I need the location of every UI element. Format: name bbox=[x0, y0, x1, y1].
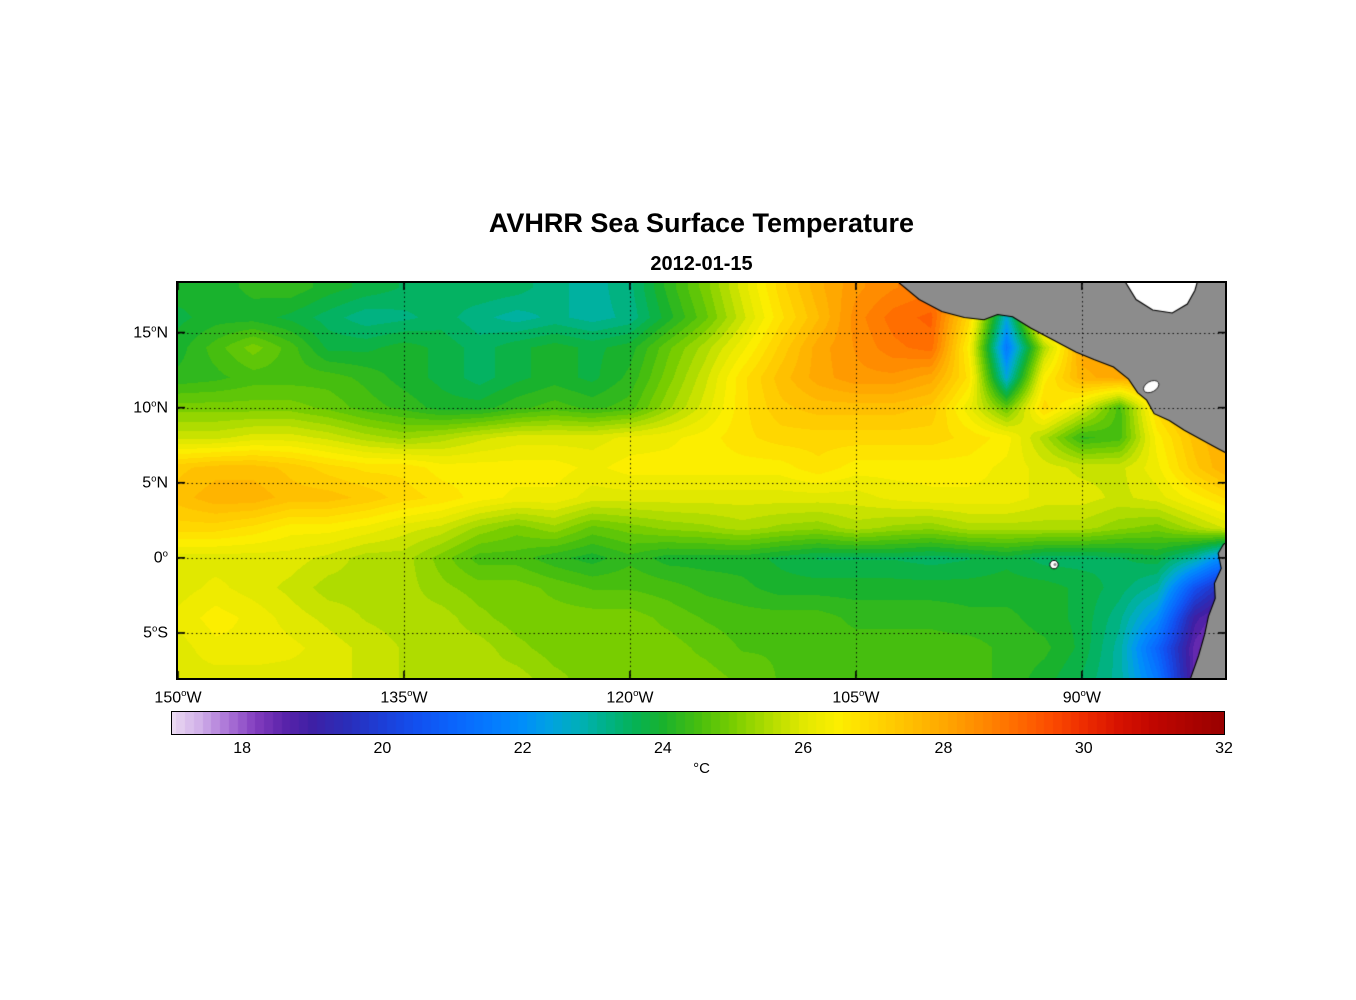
colorbar-tick-label: 20 bbox=[373, 740, 392, 757]
y-tick-label: 5oN bbox=[142, 473, 168, 492]
map-axes bbox=[176, 281, 1227, 680]
chart-title: AVHRR Sea Surface Temperature bbox=[488, 208, 915, 238]
colorbar-unit-label: °C bbox=[693, 760, 710, 777]
colorbar-canvas bbox=[172, 712, 1224, 734]
colorbar-tick-label: 26 bbox=[794, 740, 813, 757]
x-tick-label: 120oW bbox=[606, 688, 654, 707]
colorbar-tick-label: 28 bbox=[934, 740, 953, 757]
y-tick-label: 10oN bbox=[133, 397, 168, 417]
colorbar-tick-label: 24 bbox=[654, 740, 672, 757]
colorbar-tick-label: 30 bbox=[1074, 740, 1093, 757]
colorbar-tick-label: 22 bbox=[513, 740, 532, 757]
sst-heatmap-canvas bbox=[178, 283, 1225, 678]
x-tick-label: 135oW bbox=[380, 688, 428, 707]
y-tick-label: 5oS bbox=[143, 623, 168, 642]
chart-subtitle: 2012-01-15 bbox=[650, 253, 753, 275]
x-tick-label: 150oW bbox=[154, 688, 202, 707]
colorbar bbox=[171, 711, 1225, 735]
y-tick-label: 15oN bbox=[133, 322, 168, 342]
x-tick-label: 105oW bbox=[832, 688, 880, 707]
x-tick-label: 90oW bbox=[1062, 688, 1101, 707]
colorbar-tick-label: 18 bbox=[233, 740, 252, 757]
y-tick-label: 0o bbox=[153, 548, 168, 567]
colorbar-tick-label: 32 bbox=[1215, 740, 1233, 757]
